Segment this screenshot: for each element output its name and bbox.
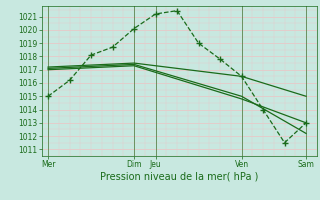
X-axis label: Pression niveau de la mer( hPa ): Pression niveau de la mer( hPa ) — [100, 172, 258, 182]
